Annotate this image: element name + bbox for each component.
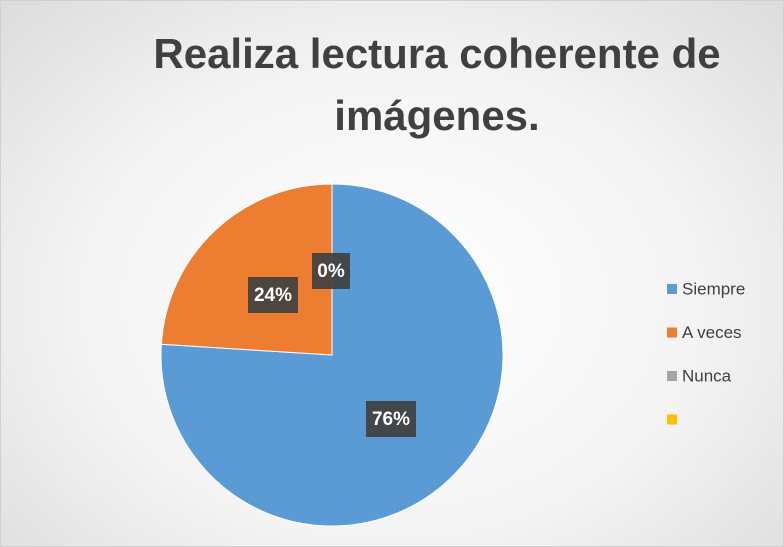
- data-label-box: [366, 401, 416, 437]
- data-label: 24%: [254, 285, 292, 306]
- legend-label: A veces: [682, 323, 742, 342]
- legend-swatch: [667, 327, 677, 338]
- chart-title: Realiza lectura coherente de imágenes.: [153, 30, 721, 139]
- data-label-box: [312, 253, 350, 289]
- data-label: 76%: [372, 409, 410, 430]
- legend-swatch: [667, 284, 677, 294]
- legend-swatch: [667, 371, 677, 381]
- legend-swatch: [667, 414, 677, 425]
- data-label: 0%: [317, 261, 345, 282]
- legend-label: Nunca: [682, 366, 732, 385]
- legend-label: Siempre: [682, 279, 745, 298]
- pie-slice: [160, 183, 333, 356]
- pie-slice: [160, 183, 504, 527]
- data-label-box: [248, 277, 298, 313]
